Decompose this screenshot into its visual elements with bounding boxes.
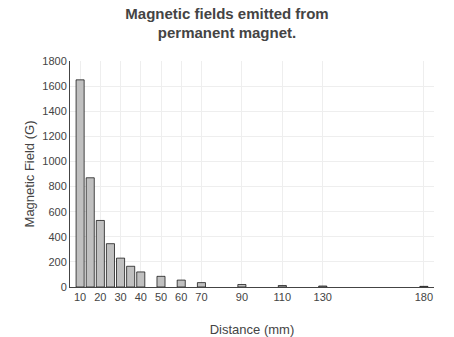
svg-text:Distance (mm): Distance (mm): [210, 322, 295, 337]
svg-text:10: 10: [74, 291, 86, 303]
svg-text:0: 0: [61, 281, 67, 293]
svg-text:70: 70: [195, 291, 207, 303]
svg-text:60: 60: [175, 291, 187, 303]
svg-text:90: 90: [236, 291, 248, 303]
svg-text:110: 110: [274, 291, 292, 303]
svg-text:180: 180: [415, 291, 433, 303]
svg-text:200: 200: [48, 256, 66, 268]
svg-text:1000: 1000: [42, 155, 66, 167]
svg-text:1600: 1600: [42, 80, 66, 92]
svg-text:50: 50: [155, 291, 167, 303]
svg-text:800: 800: [48, 180, 66, 192]
svg-text:1200: 1200: [42, 130, 66, 142]
svg-text:40: 40: [135, 291, 147, 303]
svg-text:400: 400: [48, 231, 66, 243]
svg-text:130: 130: [314, 291, 332, 303]
svg-text:1800: 1800: [42, 55, 66, 67]
svg-text:20: 20: [94, 291, 106, 303]
svg-text:Magnetic Field (G): Magnetic Field (G): [22, 121, 37, 228]
svg-text:30: 30: [114, 291, 126, 303]
svg-text:1400: 1400: [42, 105, 66, 117]
svg-text:600: 600: [48, 206, 66, 218]
svg-text:Magnetic fields emitted frompe: Magnetic fields emitted frompermanent ma…: [125, 5, 328, 42]
